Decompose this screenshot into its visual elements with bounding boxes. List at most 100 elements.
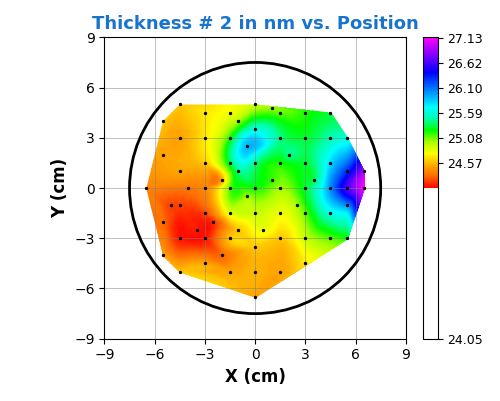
Point <box>251 185 259 191</box>
Point <box>176 269 184 275</box>
Point <box>251 185 259 191</box>
Point <box>251 185 259 191</box>
Point <box>251 185 259 191</box>
Point <box>276 235 284 241</box>
Point <box>176 202 184 208</box>
Point <box>251 185 259 191</box>
Point <box>251 185 259 191</box>
Point <box>310 176 318 183</box>
Point <box>251 185 259 191</box>
Point <box>251 185 259 191</box>
Point <box>251 185 259 191</box>
Point <box>251 185 259 191</box>
Point <box>251 185 259 191</box>
Point <box>251 185 259 191</box>
Point <box>360 185 368 191</box>
Point <box>251 185 259 191</box>
Point <box>268 176 276 183</box>
Point <box>251 185 259 191</box>
Point <box>251 185 259 191</box>
Point <box>293 202 301 208</box>
Point <box>343 168 351 174</box>
Point <box>251 185 259 191</box>
Point <box>251 185 259 191</box>
Point <box>251 185 259 191</box>
Point <box>251 185 259 191</box>
Point <box>251 185 259 191</box>
Point <box>251 185 259 191</box>
Point <box>251 185 259 191</box>
Point <box>251 185 259 191</box>
Point <box>242 193 250 200</box>
Point <box>251 185 259 191</box>
Y-axis label: Y (cm): Y (cm) <box>50 158 68 218</box>
Point <box>251 185 259 191</box>
Point <box>343 135 351 141</box>
Point <box>192 227 200 233</box>
Point <box>302 235 310 241</box>
Point <box>251 185 259 191</box>
Point <box>326 109 334 116</box>
Point <box>251 185 259 191</box>
Point <box>210 218 218 225</box>
Point <box>251 185 259 191</box>
Point <box>251 185 259 191</box>
Point <box>159 218 167 225</box>
Point <box>251 185 259 191</box>
Point <box>251 185 259 191</box>
Point <box>302 135 310 141</box>
Point <box>251 185 259 191</box>
Point <box>251 185 259 191</box>
Point <box>251 185 259 191</box>
Point <box>251 185 259 191</box>
Point <box>251 185 259 191</box>
Point <box>251 185 259 191</box>
Point <box>326 160 334 166</box>
X-axis label: X (cm): X (cm) <box>224 368 286 386</box>
Point <box>251 185 259 191</box>
Point <box>251 185 259 191</box>
Point <box>251 185 259 191</box>
Point <box>251 185 259 191</box>
Point <box>251 185 259 191</box>
Point <box>251 210 259 217</box>
Point <box>251 185 259 191</box>
Point <box>251 185 259 191</box>
Point <box>251 185 259 191</box>
Point <box>251 185 259 191</box>
Point <box>251 185 259 191</box>
Point <box>326 185 334 191</box>
Point <box>251 185 259 191</box>
Point <box>251 185 259 191</box>
Point <box>326 135 334 141</box>
Point <box>251 185 259 191</box>
Point <box>251 185 259 191</box>
Point <box>251 185 259 191</box>
Point <box>251 185 259 191</box>
Point <box>251 185 259 191</box>
Point <box>251 269 259 275</box>
Point <box>302 109 310 116</box>
Point <box>226 235 234 241</box>
Point <box>251 185 259 191</box>
Point <box>251 185 259 191</box>
Point <box>251 294 259 300</box>
Point <box>251 185 259 191</box>
Point <box>234 118 242 124</box>
Point <box>251 185 259 191</box>
Point <box>251 185 259 191</box>
Point <box>251 185 259 191</box>
Point <box>251 185 259 191</box>
Point <box>251 185 259 191</box>
Point <box>251 185 259 191</box>
Point <box>251 185 259 191</box>
Point <box>251 185 259 191</box>
Point <box>251 185 259 191</box>
Point <box>251 185 259 191</box>
Point <box>360 168 368 174</box>
Point <box>251 185 259 191</box>
Point <box>251 185 259 191</box>
Point <box>251 185 259 191</box>
Point <box>251 185 259 191</box>
Point <box>251 185 259 191</box>
